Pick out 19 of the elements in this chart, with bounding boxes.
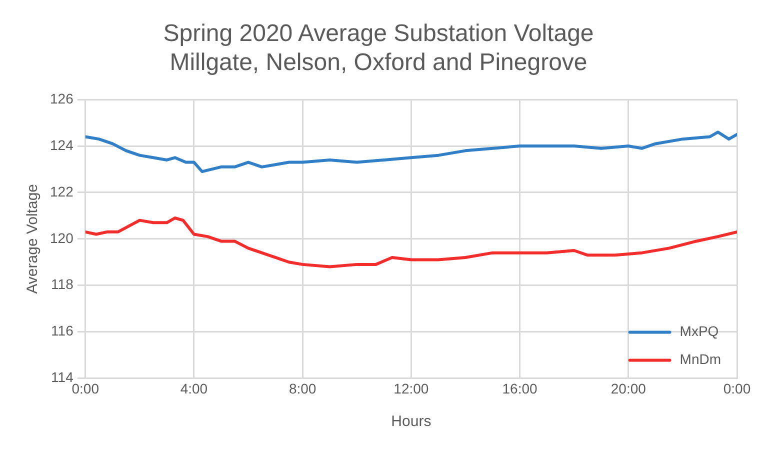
x-tick-label: 20:00 (610, 380, 646, 396)
x-tick-label: 12:00 (394, 380, 429, 396)
y-tick-label: 114 (51, 369, 74, 386)
x-tick-label: 16:00 (502, 380, 538, 396)
y-tick-label: 118 (51, 276, 74, 292)
y-axis-title: Average Voltage (24, 184, 42, 294)
y-tick-label: 124 (50, 136, 74, 153)
x-tick-label: 8:00 (288, 380, 316, 396)
y-tick-label: 122 (50, 183, 74, 200)
y-tick-label: 126 (50, 90, 74, 106)
x-axis-title: Hours (391, 413, 432, 430)
x-tick-label: 4:00 (180, 380, 208, 396)
legend-label: MxPQ (680, 323, 719, 340)
x-tick-label: 0:00 (72, 380, 100, 396)
y-tick-label: 120 (50, 230, 74, 246)
chart-title: Spring 2020 Average Substation Voltage Millgate, Nelson, Oxford and Pinegrove (163, 20, 594, 76)
y-tick-label: 116 (51, 322, 74, 339)
legend-label: MnDm (680, 351, 722, 368)
x-tick-label: 0:00 (723, 380, 751, 396)
